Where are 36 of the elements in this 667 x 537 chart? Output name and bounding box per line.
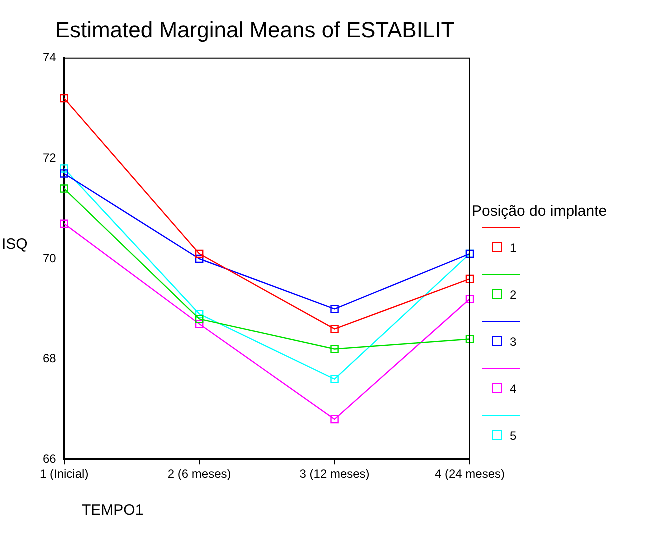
legend-label: 2 [510,288,517,302]
point [60,164,68,173]
point [330,375,339,384]
legend-label: 3 [510,335,517,349]
y-axis-title: ISQ [2,236,28,253]
point [195,310,204,318]
y-tick-label: 74 [42,50,57,65]
legend-label: 1 [510,241,517,255]
point [60,170,68,178]
x-tick-label: 3 (12 meses) [300,467,370,482]
y-tick-label: 70 [42,251,57,266]
point [60,184,68,193]
x-tick-label: 1 (Inicial) [40,467,89,482]
point [466,294,474,304]
point [195,320,204,328]
point [330,415,339,424]
legend-title: Posição do implante [472,203,608,220]
point [330,305,339,314]
y-tick-label: 68 [42,352,57,366]
y-tick-label: 66 [42,452,57,466]
x-tick-label: 2 (6 meses) [168,467,232,482]
point [195,250,204,258]
legend-label: 5 [510,429,517,443]
x-axis-title: TEMPO1 [82,502,144,519]
y-tick-label: 72 [42,151,57,166]
point [60,220,68,228]
point [330,345,339,354]
point [466,274,474,284]
point [60,94,68,103]
legend-label: 4 [510,382,517,396]
x-tick-label: 4 (24 meses) [434,467,506,482]
point [466,335,474,344]
point [330,325,339,334]
point [195,254,204,264]
point [195,315,204,324]
chart-title: Estimated Marginal Means of ESTABILIT [55,17,455,42]
